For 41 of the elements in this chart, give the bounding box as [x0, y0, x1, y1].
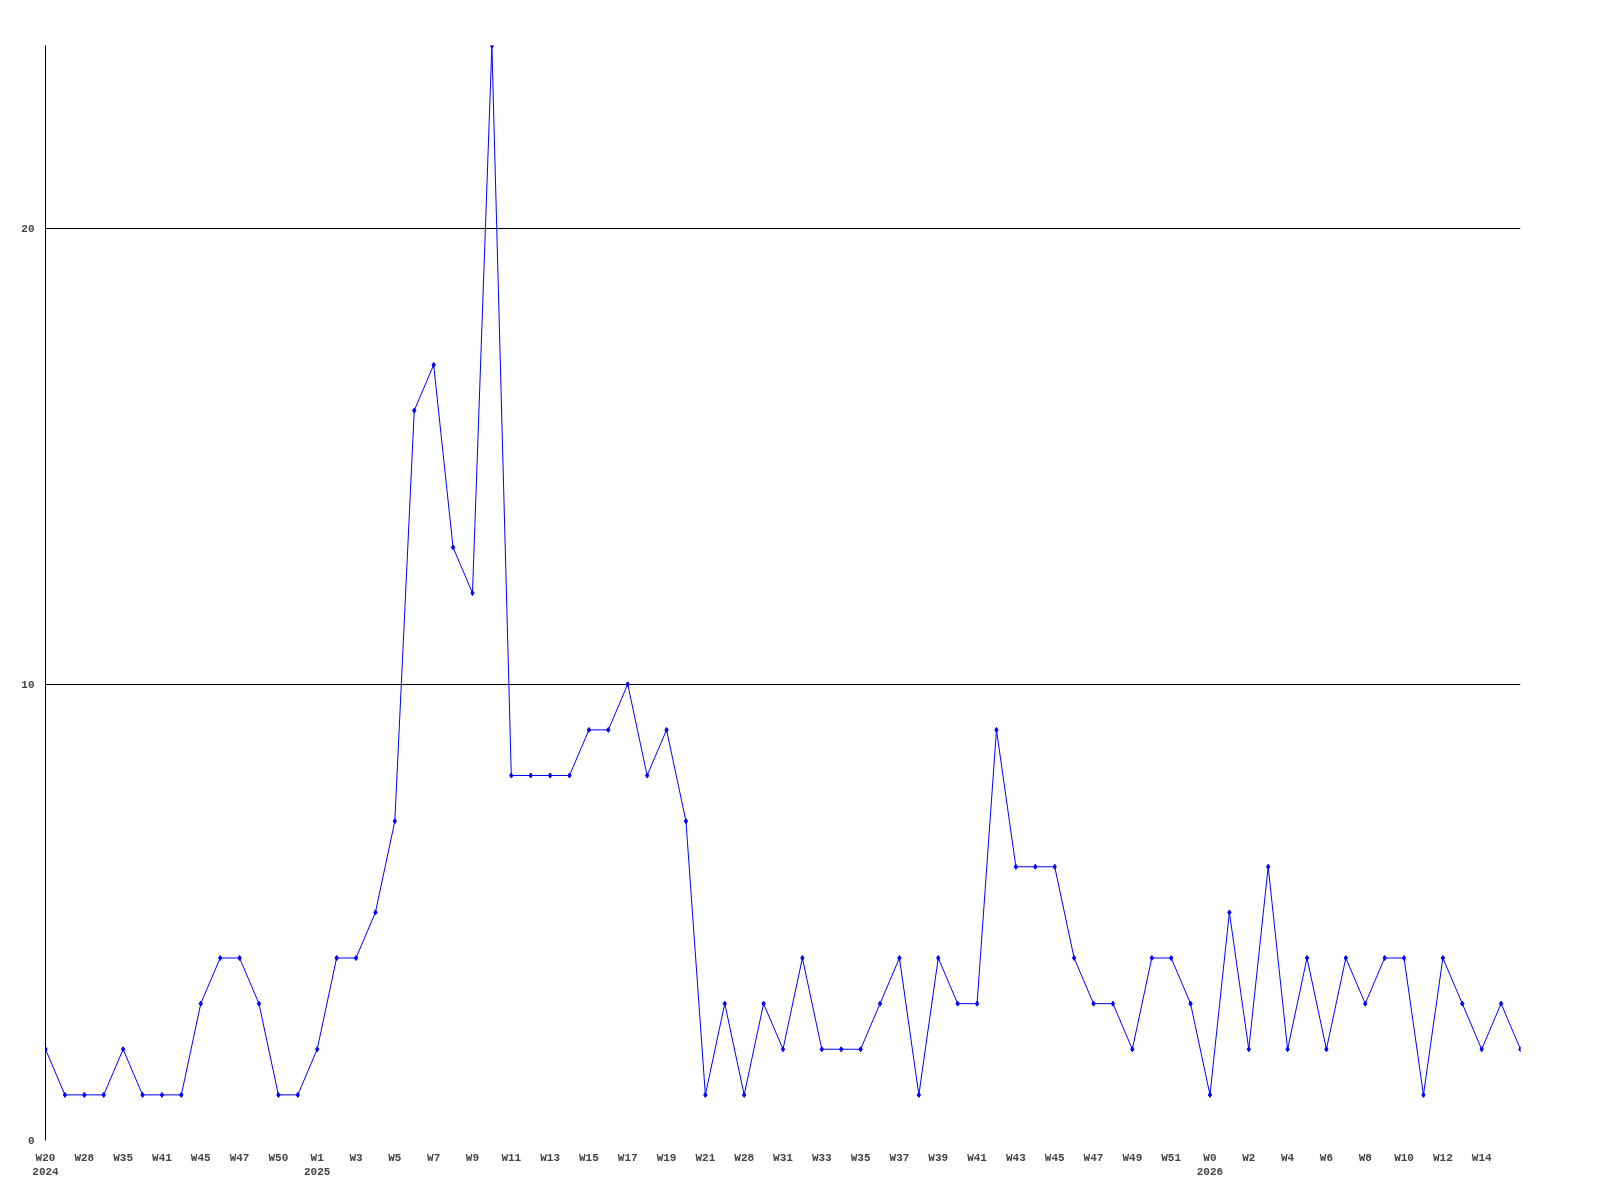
x-tick-label: W1 2025: [304, 1151, 331, 1178]
x-tick-label: W28: [74, 1151, 95, 1164]
x-tick-label: W6: [1319, 1151, 1334, 1164]
x-tick-label: W35: [850, 1151, 871, 1164]
y-tick-label: 10: [21, 678, 35, 691]
x-tick-label: W13: [540, 1151, 561, 1164]
x-tick-label: W9: [465, 1151, 480, 1164]
x-tick-label: W12: [1432, 1151, 1453, 1164]
x-tick-label: W14: [1471, 1151, 1492, 1164]
x-tick-label: W31: [773, 1151, 794, 1164]
x-tick-label: W41: [152, 1151, 173, 1164]
x-tick-label: W50: [268, 1151, 289, 1164]
x-tick-label: W43: [1005, 1151, 1027, 1164]
x-tick-label: W49: [1122, 1151, 1143, 1164]
x-tick-label: W17: [617, 1151, 638, 1164]
x-tick-label: W19: [656, 1151, 677, 1164]
x-tick-label: W4: [1281, 1151, 1295, 1164]
y-tick-label: 0: [27, 1135, 35, 1147]
x-tick-label: W8: [1358, 1151, 1373, 1164]
x-tick-label: W51: [1161, 1151, 1182, 1164]
x-tick-label: W0 2026: [1196, 1151, 1224, 1178]
x-tick-label: W5: [388, 1151, 402, 1164]
x-tick-label: W3: [349, 1151, 364, 1164]
y-tick-label: 20: [21, 222, 35, 235]
x-tick-label: W15: [579, 1151, 600, 1164]
x-tick-label: W20 2024: [32, 1151, 60, 1178]
x-tick-label: W11: [501, 1151, 522, 1164]
x-tick-label: W39: [928, 1151, 949, 1164]
x-tick-label: W10: [1394, 1151, 1414, 1164]
x-tick-label: W28: [734, 1151, 755, 1164]
x-tick-label: W35: [113, 1151, 134, 1164]
x-tick-label: W33: [811, 1151, 833, 1164]
x-tick-label: W45: [1044, 1151, 1066, 1164]
x-tick-label: W47: [229, 1151, 250, 1164]
x-tick-label: W45: [190, 1151, 212, 1164]
x-tick-label: W21: [695, 1151, 716, 1164]
x-tick-label: W47: [1083, 1151, 1104, 1164]
x-tick-label: W7: [427, 1151, 441, 1164]
x-tick-label: W37: [889, 1151, 910, 1164]
x-tick-label: W41: [967, 1151, 988, 1164]
x-tick-label: W2: [1242, 1151, 1256, 1164]
